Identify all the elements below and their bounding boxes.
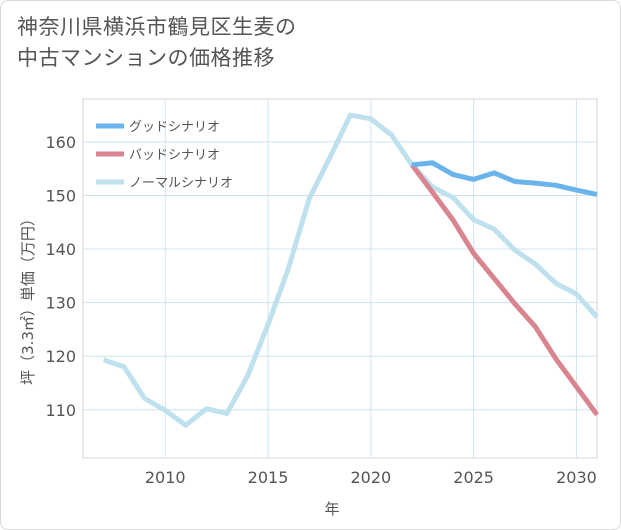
series-line-2	[102, 112, 599, 428]
y-tick-label: 110	[45, 401, 76, 420]
series-lines	[102, 112, 600, 428]
y-tick-label: 120	[45, 347, 76, 366]
title-line-2: 中古マンションの価格推移	[17, 46, 275, 70]
series-line-1	[410, 163, 600, 417]
x-tick-label: 2010	[145, 468, 186, 487]
x-tick-label: 2020	[350, 468, 391, 487]
y-axis-label: 坪（3.3㎡）単価（万円）	[19, 211, 37, 385]
y-tick-label: 150	[45, 186, 76, 205]
series-line-0	[411, 160, 598, 197]
title-line-1: 神奈川県横浜市鶴見区生麦の	[17, 15, 297, 39]
legend-label-1: バッドシナリオ	[129, 148, 220, 163]
x-axis-ticks: 2010 2015 2020 2025 2030	[145, 468, 597, 487]
legend-label-2: ノーマルシナリオ	[129, 176, 233, 191]
y-tick-label: 130	[45, 294, 76, 313]
y-axis-ticks: 110 120 130 140 150 160	[45, 133, 76, 420]
grid-lines	[83, 99, 597, 458]
plot-area	[82, 98, 598, 459]
x-tick-label: 2025	[453, 468, 494, 487]
chart-title: 神奈川県横浜市鶴見区生麦の 中古マンションの価格推移	[17, 12, 297, 74]
x-tick-label: 2015	[248, 468, 289, 487]
y-tick-label: 140	[45, 240, 76, 259]
x-axis-label: 年	[324, 500, 339, 518]
x-tick-label: 2030	[556, 468, 597, 487]
y-tick-label: 160	[45, 133, 76, 152]
legend-label-0: グッドシナリオ	[129, 120, 220, 135]
